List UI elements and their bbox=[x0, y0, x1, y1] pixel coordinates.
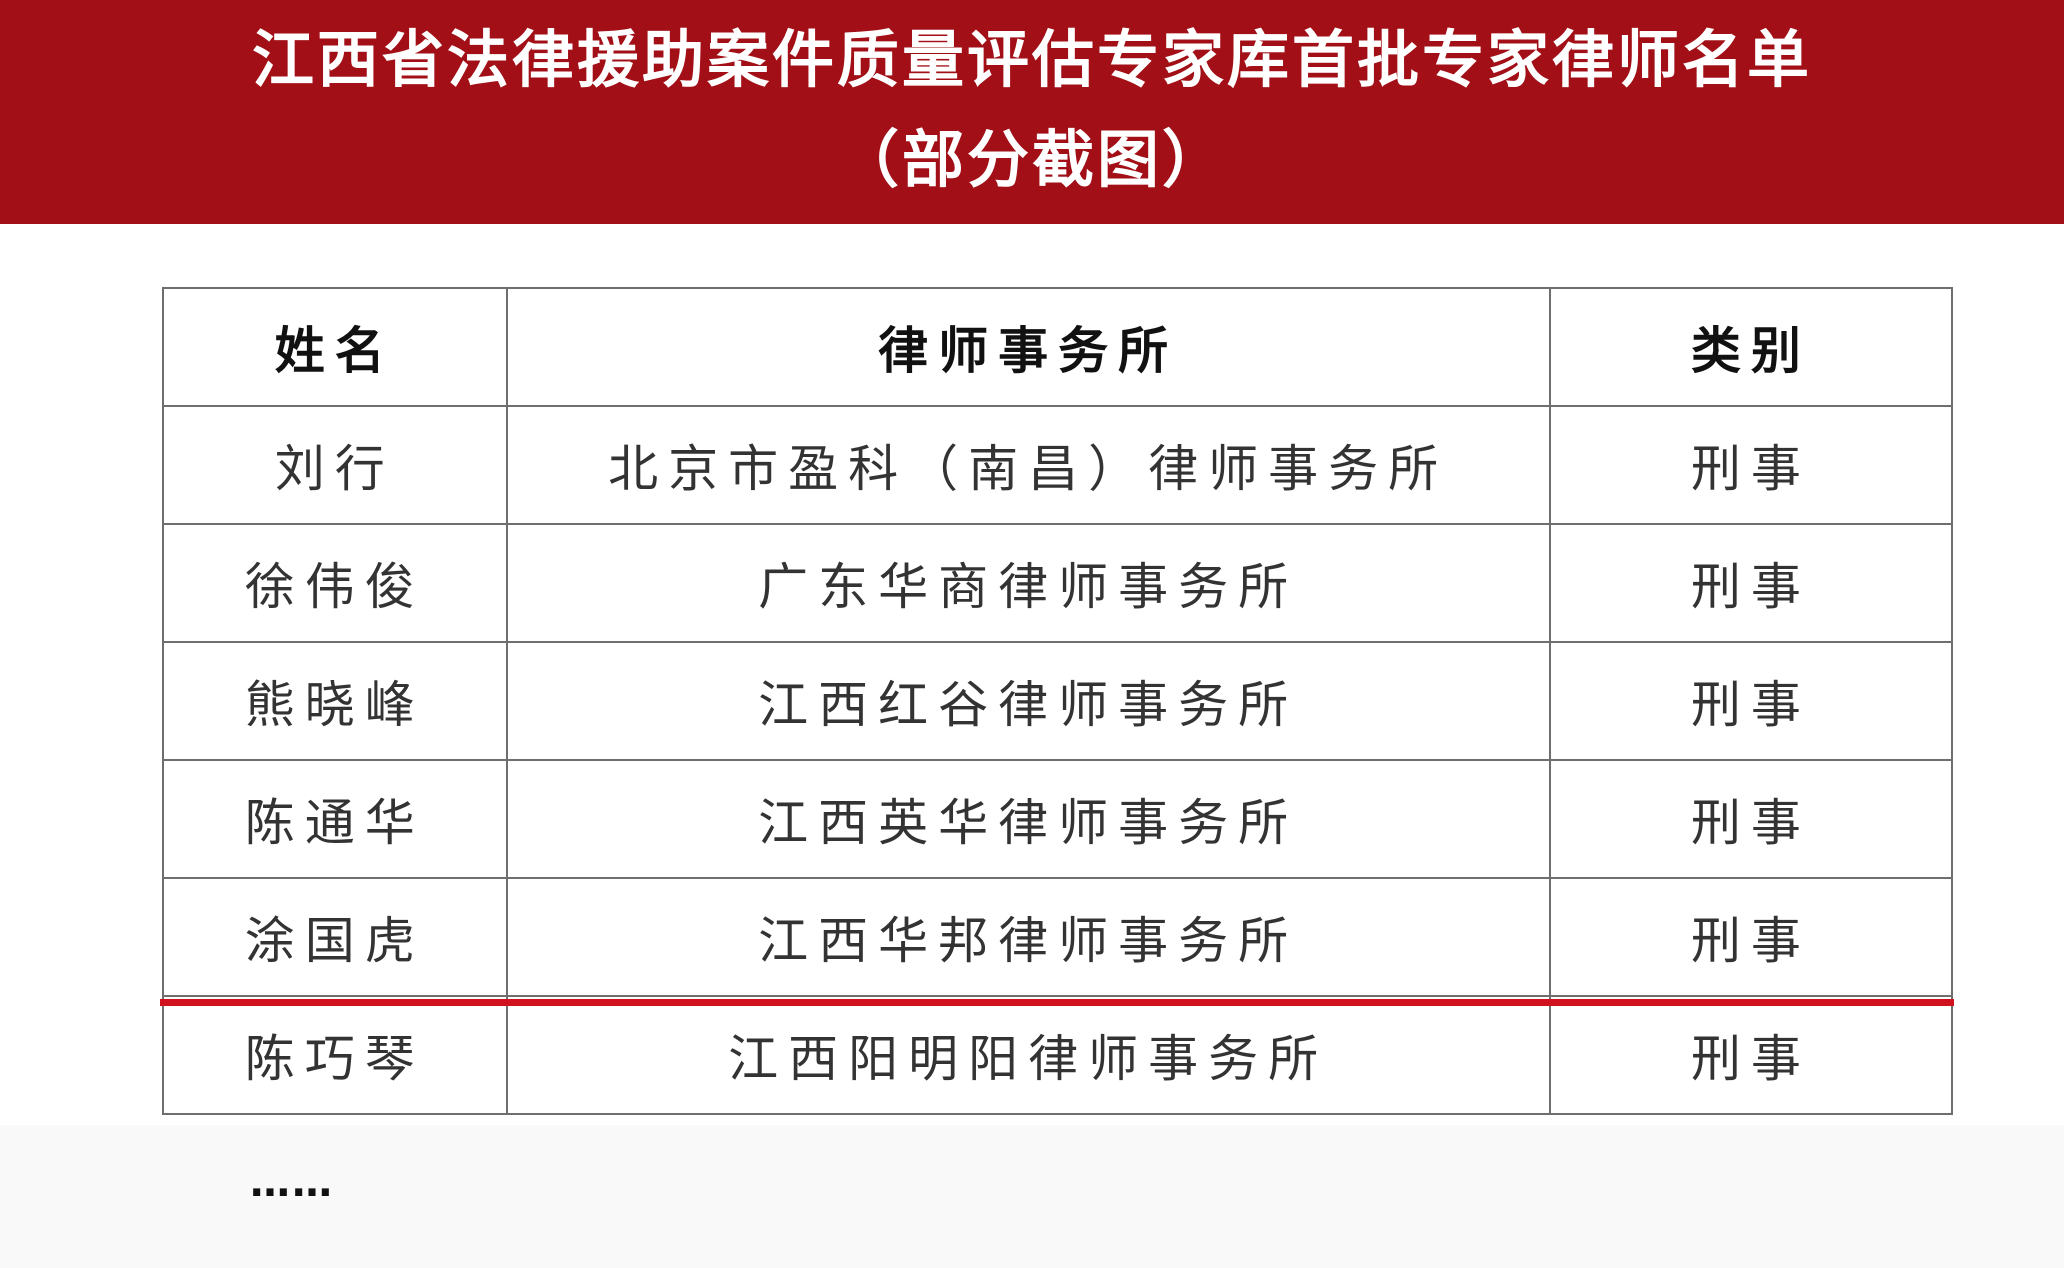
cell-name: 刘行 bbox=[162, 405, 508, 525]
cell-name: 陈通华 bbox=[162, 759, 508, 879]
column-header-category: 类别 bbox=[1548, 287, 1954, 407]
cell-firm: 江西英华律师事务所 bbox=[505, 759, 1551, 879]
column-header-firm: 律师事务所 bbox=[505, 287, 1551, 407]
cell-category: 刑事 bbox=[1548, 641, 1954, 761]
page-subtitle: （部分截图） bbox=[836, 123, 1227, 196]
ellipsis: …… bbox=[250, 1160, 334, 1206]
table-row: 陈巧琴 江西阳明阳律师事务所 刑事 bbox=[162, 995, 1954, 1115]
cell-firm: 江西华邦律师事务所 bbox=[505, 877, 1551, 997]
table-row: 熊晓峰 江西红谷律师事务所 刑事 bbox=[162, 641, 1954, 761]
cell-category: 刑事 bbox=[1548, 523, 1954, 643]
cell-category: 刑事 bbox=[1548, 405, 1954, 525]
table-row: 刘行 北京市盈科（南昌）律师事务所 刑事 bbox=[162, 405, 1954, 525]
cell-category: 刑事 bbox=[1548, 995, 1954, 1115]
page-title: 江西省法律援助案件质量评估专家库首批专家律师名单 bbox=[251, 23, 1812, 96]
cell-name: 徐伟俊 bbox=[162, 523, 508, 643]
cell-firm: 江西红谷律师事务所 bbox=[505, 641, 1551, 761]
highlight-divider bbox=[160, 999, 1954, 1006]
cell-name: 陈巧琴 bbox=[162, 995, 508, 1115]
cell-firm: 广东华商律师事务所 bbox=[505, 523, 1551, 643]
header-banner: 江西省法律援助案件质量评估专家库首批专家律师名单 （部分截图） bbox=[0, 0, 2064, 224]
table-row: 陈通华 江西英华律师事务所 刑事 bbox=[162, 759, 1954, 879]
cell-name: 熊晓峰 bbox=[162, 641, 508, 761]
table-header-row: 姓名 律师事务所 类别 bbox=[162, 287, 1954, 407]
cell-firm: 北京市盈科（南昌）律师事务所 bbox=[505, 405, 1551, 525]
table-row: 徐伟俊 广东华商律师事务所 刑事 bbox=[162, 523, 1954, 643]
column-header-name: 姓名 bbox=[162, 287, 508, 407]
footer-area bbox=[0, 1125, 2064, 1268]
cell-firm: 江西阳明阳律师事务所 bbox=[505, 995, 1551, 1115]
cell-name: 涂国虎 bbox=[162, 877, 508, 997]
lawyer-list-table: 姓名 律师事务所 类别 刘行 北京市盈科（南昌）律师事务所 刑事 徐伟俊 广东华… bbox=[162, 287, 1954, 1115]
cell-category: 刑事 bbox=[1548, 877, 1954, 997]
table-row: 涂国虎 江西华邦律师事务所 刑事 bbox=[162, 877, 1954, 997]
cell-category: 刑事 bbox=[1548, 759, 1954, 879]
